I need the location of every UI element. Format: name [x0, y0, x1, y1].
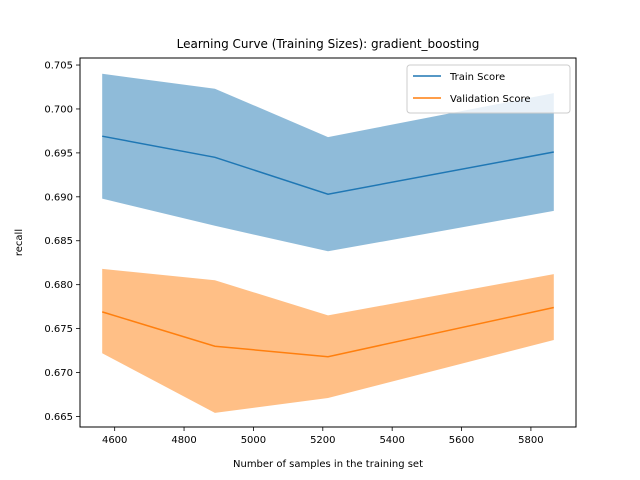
band-1	[102, 268, 554, 413]
y-tick-label: 0.690	[44, 192, 73, 203]
y-tick-label: 0.685	[44, 236, 73, 247]
x-axis-label: Number of samples in the training set	[233, 459, 423, 470]
x-tick-label: 5800	[518, 435, 543, 446]
y-tick-label: 0.680	[44, 280, 73, 291]
chart-title: Learning Curve (Training Sizes): gradien…	[177, 37, 480, 51]
y-axis: 0.665 0.670 0.675 0.680 0.685 0.690 0.695 0.700…	[44, 61, 80, 423]
y-tick-label: 0.670	[44, 368, 73, 379]
confidence-bands	[102, 73, 554, 413]
plot-frame	[79, 57, 577, 428]
y-axis-label: recall	[14, 229, 25, 256]
y-tick-label: 0.700	[44, 104, 73, 115]
x-tick-label: 4800	[171, 435, 196, 446]
x-tick-label: 4600	[102, 435, 127, 446]
x-axis: 4600 4800 5000 5200 5400 5600 5800	[102, 427, 544, 446]
x-tick-label: 5600	[449, 435, 474, 446]
series-line-0	[102, 135, 554, 195]
series-line-1	[101, 306, 554, 358]
series-lines	[101, 135, 554, 358]
x-tick-label: 5400	[379, 435, 404, 446]
legend-label-0: Train Score	[449, 72, 505, 83]
x-tick-label: 5000	[241, 435, 266, 446]
band-0	[102, 73, 554, 252]
y-tick-label: 0.705	[44, 61, 73, 72]
y-tick-label: 0.675	[44, 324, 73, 335]
y-tick-label: 0.695	[44, 148, 73, 159]
y-tick-label: 0.665	[44, 412, 73, 423]
legend-box	[406, 64, 571, 114]
legend: Train Score Validation Score	[406, 64, 571, 114]
legend-label-1: Validation Score	[450, 94, 531, 105]
x-tick-label: 5200	[310, 435, 335, 446]
